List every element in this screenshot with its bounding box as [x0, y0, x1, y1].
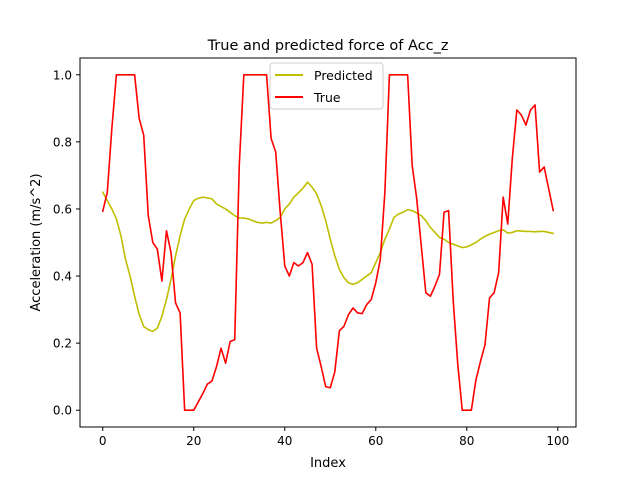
- y-tick-label: 0.0: [53, 404, 72, 418]
- series-line-true: [101, 73, 555, 412]
- x-tick-label: 80: [459, 434, 474, 448]
- x-axis-ticks: 0 20 40 60 80 100: [99, 427, 569, 448]
- x-tick-label: 20: [186, 434, 201, 448]
- y-tick-label: 1.0: [53, 68, 72, 82]
- x-tick-label: 0: [99, 434, 107, 448]
- legend-label-true: True: [313, 90, 341, 105]
- y-tick-label: 0.2: [53, 337, 72, 351]
- y-axis-label: Acceleration (m/s^2): [29, 173, 44, 311]
- x-tick-label: 100: [546, 434, 569, 448]
- plot-frame: [79, 57, 577, 428]
- y-tick-label: 0.6: [53, 202, 72, 216]
- chart-title: True and predicted force of Acc_z: [207, 38, 449, 54]
- y-axis-ticks: 0.0 0.2 0.4 0.6 0.8 1.0: [53, 68, 80, 418]
- series-layer: [101, 73, 555, 412]
- legend-label-predicted: Predicted: [314, 68, 373, 83]
- x-tick-label: 60: [368, 434, 383, 448]
- x-axis-label: Index: [310, 456, 346, 471]
- y-tick-label: 0.8: [53, 135, 72, 149]
- series-line-predicted: [101, 181, 555, 333]
- x-tick-label: 40: [277, 434, 292, 448]
- legend: Predicted True: [269, 62, 384, 110]
- y-tick-label: 0.4: [53, 270, 72, 284]
